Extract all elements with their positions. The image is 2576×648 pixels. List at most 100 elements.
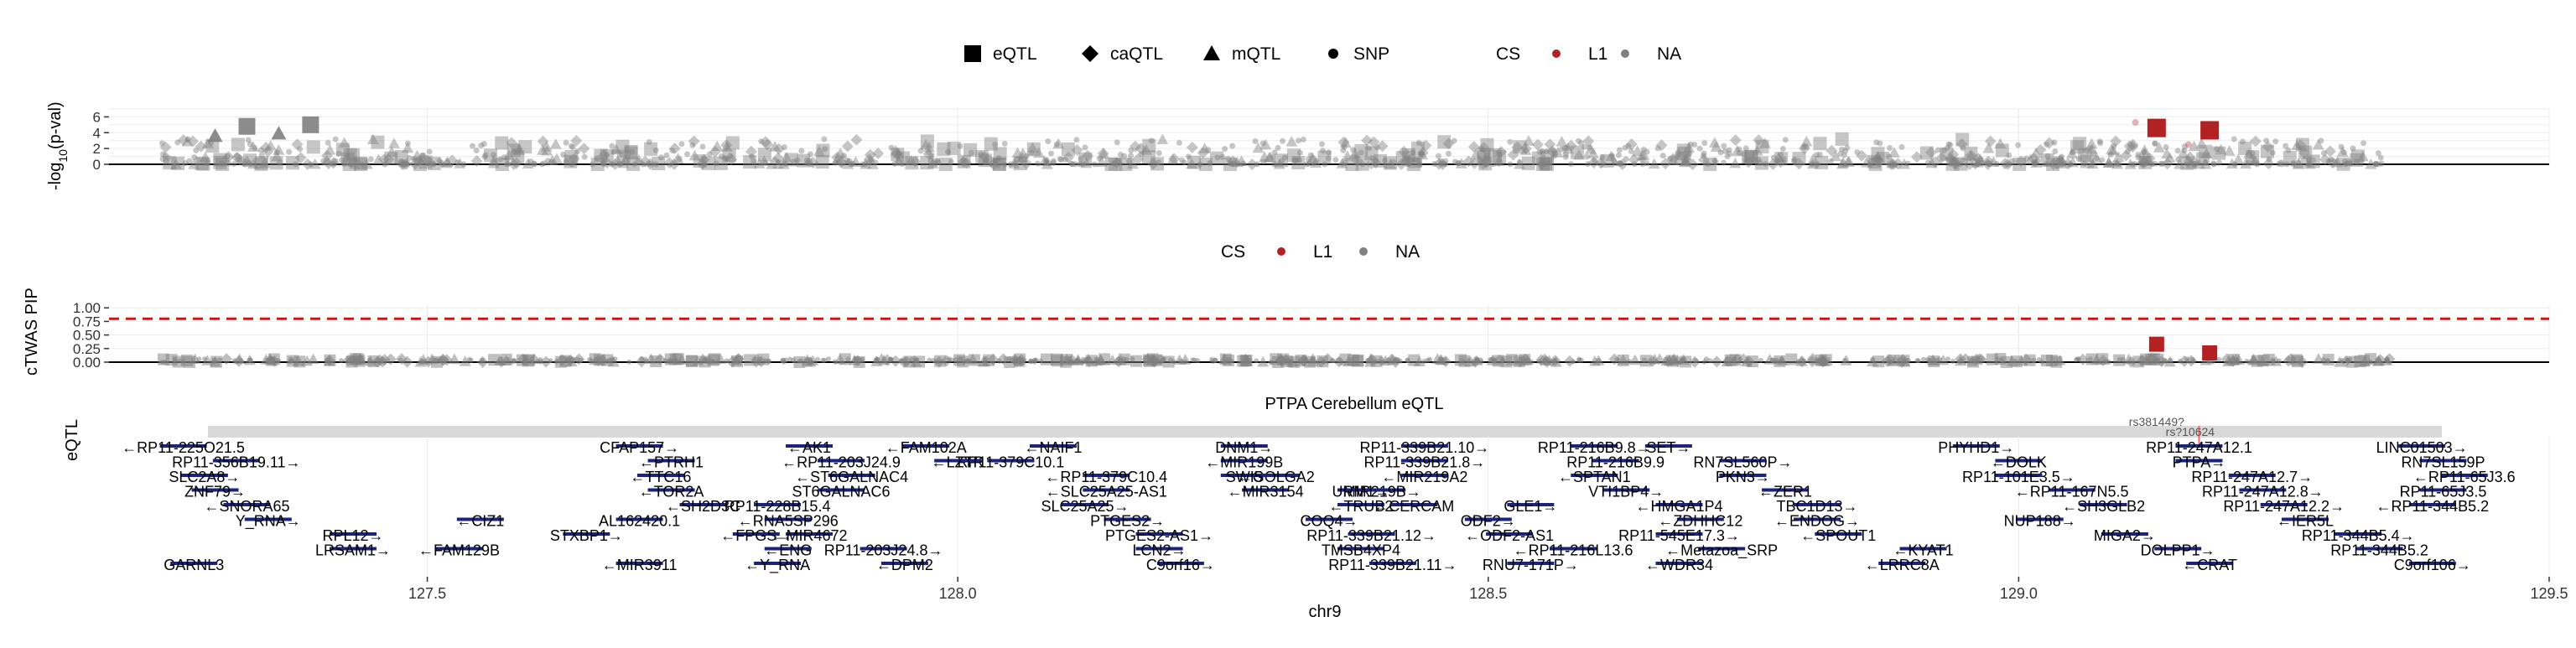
pvalue-point: [1546, 145, 1559, 158]
pvalue-point: [257, 147, 264, 153]
pvalue-point: [2111, 143, 2117, 149]
pip-point: [2177, 359, 2183, 365]
pvalue-point: [408, 158, 421, 170]
pvalue-point: [2078, 148, 2092, 162]
pvalue-point: [1750, 155, 1757, 162]
gene-label: ←MIR4672: [771, 527, 848, 544]
pvalue-point: [923, 141, 936, 153]
pvalue-point: [1342, 159, 1348, 166]
pvalue-point: [511, 157, 523, 169]
pvalue-point: [2375, 161, 2381, 168]
pvalue-point: [441, 156, 454, 167]
pvalue-point: [2181, 147, 2188, 153]
pvalue-point: [1296, 137, 1302, 144]
pip-point: [1268, 359, 1274, 365]
pvalue-point: [163, 158, 169, 164]
pip-point: [480, 357, 486, 363]
pvalue-point: [616, 161, 623, 168]
pip-point: [2087, 356, 2093, 362]
pvalue-point: [1197, 161, 1203, 168]
pvalue-point: [1016, 148, 1029, 158]
pvalue-point: [496, 156, 503, 163]
pvalue-point: [158, 140, 165, 147]
pvalue-point: [574, 148, 581, 155]
pvalue-point: [1676, 143, 1690, 158]
pvalue-point: [2163, 152, 2176, 163]
pvalue-point: [1219, 153, 1226, 160]
pvalue-point: [624, 146, 638, 160]
pip-point: [2271, 358, 2277, 364]
pip-point: [1436, 354, 1448, 365]
pip-point: [1779, 356, 1784, 362]
pvalue-point: [850, 133, 863, 146]
pvalue-point: [2215, 143, 2227, 155]
pvalue-point: [1432, 158, 1445, 170]
pip-point: [1154, 354, 1166, 366]
pvalue-point: [1809, 161, 1815, 168]
pip-point: [459, 355, 471, 366]
pvalue-point: [570, 134, 583, 147]
pvalue-point: [538, 161, 545, 168]
pvalue-point: [919, 139, 932, 150]
pvalue-point: [397, 158, 404, 165]
pip-point: [233, 353, 246, 365]
pvalue-point: [905, 156, 919, 170]
pvalue-point: [1121, 153, 1128, 159]
pvalue-point: [242, 161, 248, 168]
pvalue-point: [327, 157, 340, 169]
pvalue-point: [1782, 137, 1789, 143]
pvalue-point: [1181, 159, 1187, 166]
pvalue-point: [225, 159, 231, 166]
pip-point: [1006, 356, 1012, 362]
pvalue-point: [1540, 149, 1555, 163]
pip-point: [2020, 353, 2033, 365]
pvalue-point: [957, 143, 963, 149]
pip-grid: [109, 305, 2550, 363]
pvalue-point: [1615, 152, 1622, 158]
pvalue-point: [2047, 158, 2059, 170]
pvalue-point: [2066, 156, 2079, 168]
pip-point: [500, 353, 512, 365]
pvalue-point: [1415, 139, 1422, 146]
pvalue-point: [1062, 151, 1075, 163]
pvalue-point: [1095, 156, 1108, 168]
pvalue-point: [531, 161, 538, 168]
pvalue-point: [2324, 145, 2336, 158]
pvalue-point: [195, 157, 209, 171]
gene-label: ←LRRC8A: [1865, 557, 1940, 573]
pvalue-point: [725, 153, 738, 166]
pvalue-point: [491, 152, 497, 158]
pvalue-point: [1887, 158, 1899, 170]
pip-point: [983, 356, 989, 362]
pip-point: [2168, 357, 2174, 363]
pvalue-point: [2202, 158, 2209, 165]
pvalue-point: [1050, 159, 1057, 166]
pvalue-point: [1071, 144, 1083, 157]
pvalue-point: [1483, 154, 1490, 161]
pvalue-point: [382, 161, 388, 168]
pvalue-point: [1455, 158, 1467, 168]
pvalue-point: [2051, 158, 2064, 170]
pvalue-point: [1366, 145, 1373, 152]
pvalue-point: [1395, 158, 1408, 170]
pip-point: [1889, 354, 1902, 365]
pvalue-point: [1813, 137, 1827, 151]
pvalue-point: [2034, 143, 2047, 156]
pvalue-point: [995, 154, 1002, 161]
pvalue-point: [1898, 158, 1910, 169]
pip-point: [1770, 357, 1776, 363]
pip-point: [636, 355, 648, 368]
pvalue-point: [993, 147, 1007, 161]
pip-point: [2357, 355, 2370, 367]
pvalue-point: [1469, 148, 1482, 160]
pvalue-point: [1888, 147, 1900, 158]
pvalue-point: [1260, 158, 1267, 165]
gene-label: RN7SL560P→: [1693, 454, 1792, 471]
pip-point: [1098, 353, 1110, 365]
pvalue-point: [1696, 145, 1703, 152]
pvalue-point: [1995, 143, 2009, 158]
gene-label: ←SNORA65: [204, 498, 289, 515]
pvalue-point: [540, 141, 553, 152]
pvalue-point: [760, 136, 772, 148]
pvalue-point: [1667, 153, 1680, 165]
